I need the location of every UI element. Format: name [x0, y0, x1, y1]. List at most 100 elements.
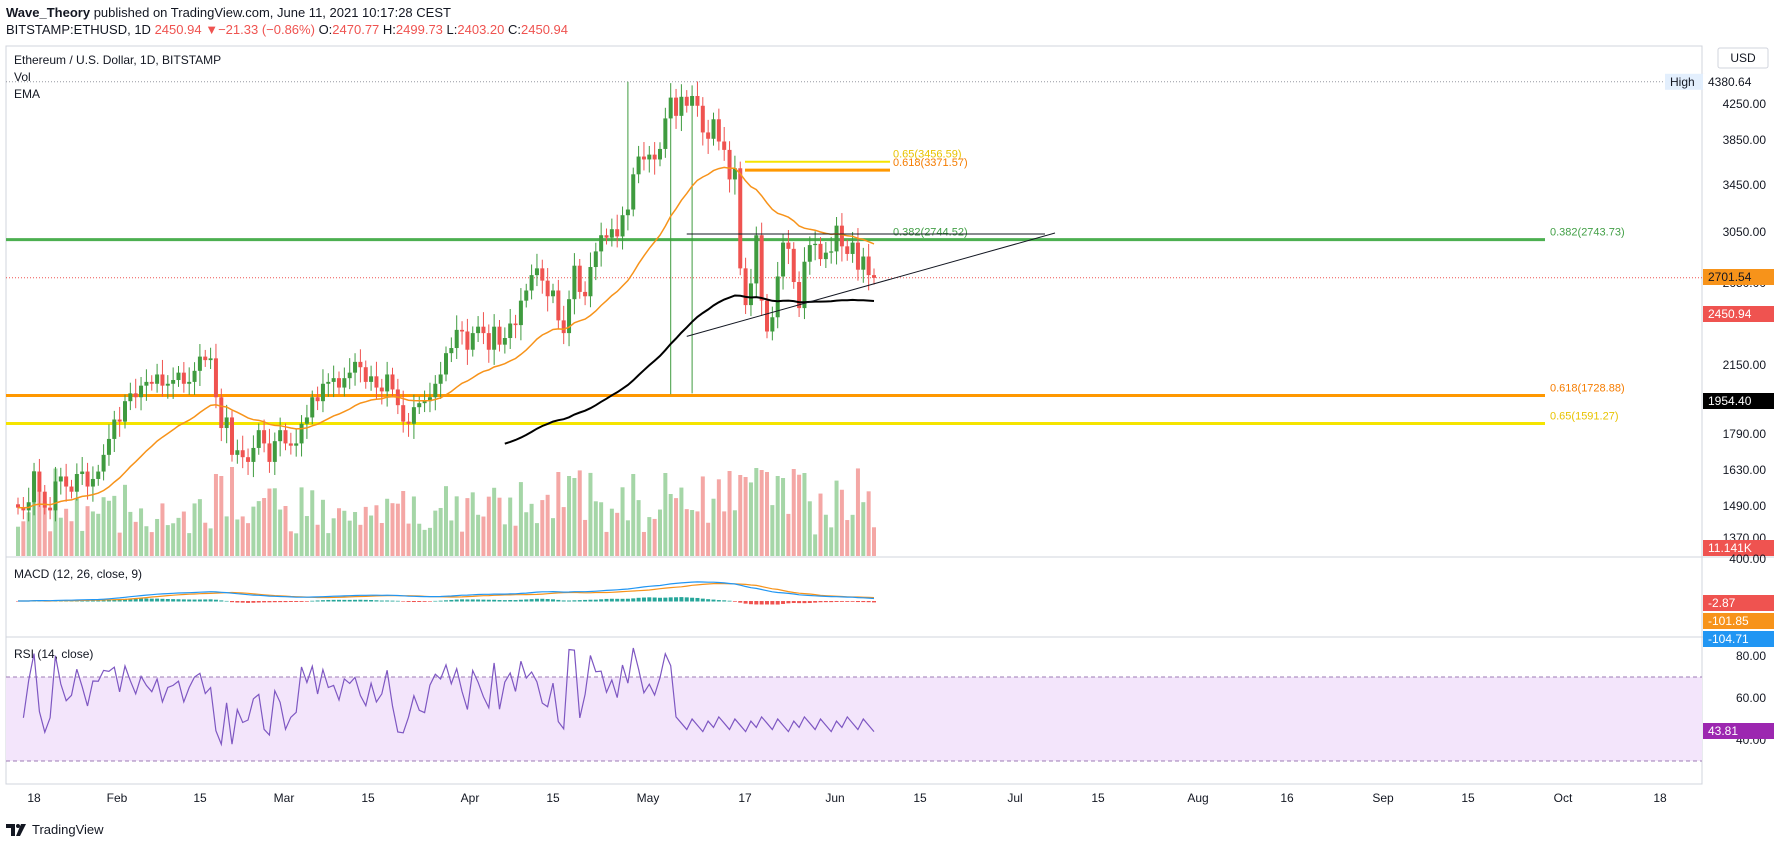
- volume-bar: [486, 496, 491, 556]
- macd-histogram-bar: [213, 599, 218, 602]
- candle-body: [850, 242, 855, 254]
- macd-histogram-bar: [588, 599, 593, 602]
- macd-histogram-bar: [203, 599, 208, 602]
- candle-body: [732, 168, 737, 180]
- high-tag-label: High: [1670, 75, 1695, 89]
- candle-body: [139, 385, 144, 398]
- volume-bar: [481, 516, 486, 556]
- currency-button[interactable]: [1717, 47, 1769, 69]
- volume-bar: [551, 518, 555, 556]
- macd-histogram-bar: [561, 600, 566, 602]
- macd-histogram-bar: [679, 597, 684, 602]
- volume-bar: [176, 517, 181, 556]
- macd-histogram-bar: [240, 601, 245, 603]
- close-value: 2450.94: [521, 22, 569, 37]
- footer-brand[interactable]: TradingView: [32, 822, 104, 837]
- candle-body: [460, 329, 465, 332]
- macd-histogram-bar: [770, 601, 775, 605]
- volume-bar: [658, 509, 662, 556]
- volume-bar: [123, 484, 127, 556]
- volume-bar: [690, 510, 695, 556]
- macd-histogram-bar: [299, 601, 304, 602]
- candle-body: [37, 471, 42, 492]
- candle-body: [133, 393, 138, 398]
- volume-bar: [433, 510, 438, 556]
- candle-body: [502, 338, 507, 345]
- volume-bar: [342, 510, 347, 556]
- candle-body: [58, 476, 63, 482]
- rsi-band-fill: [6, 677, 1702, 761]
- currency-label[interactable]: USD: [1730, 51, 1756, 65]
- volume-bar: [460, 531, 465, 556]
- macd-histogram-bar: [192, 599, 197, 602]
- volume-bar: [518, 482, 523, 556]
- candle-body: [417, 403, 422, 408]
- volume-bar: [534, 523, 539, 556]
- volume-bar: [834, 480, 839, 556]
- macd-histogram-bar: [251, 601, 256, 603]
- volume-bar: [679, 487, 684, 556]
- candlesticks[interactable]: [16, 81, 876, 522]
- volume-bar: [299, 487, 304, 556]
- macd-histogram-bar: [609, 598, 614, 602]
- volume-bar: [219, 476, 224, 556]
- macd-histogram-bar: [663, 597, 668, 602]
- candle-body: [797, 282, 802, 309]
- macd-histogram-bar: [823, 601, 828, 603]
- volume-bar: [663, 473, 668, 556]
- candle-body: [604, 235, 609, 238]
- volume-bar: [738, 475, 743, 556]
- price-axis[interactable]: 4250.003850.003450.003050.002650.002150.…: [1665, 47, 1774, 747]
- candle-body: [401, 405, 406, 422]
- candle-body: [106, 438, 111, 455]
- volume-bar: [513, 525, 518, 556]
- macd-histogram-bar: [171, 599, 176, 602]
- time-axis[interactable]: 18 Feb 15 Mar 15 Apr 15 May 17 Jun 15 Jul 15 Aug 16 Sep…: [27, 791, 1667, 805]
- candle-body: [272, 441, 277, 462]
- macd-histogram-bar: [572, 600, 577, 602]
- candle-body: [861, 256, 866, 270]
- macd-value-tag-bg: [1703, 631, 1774, 647]
- candle-body: [620, 215, 625, 237]
- macd-histogram-bar: [668, 597, 673, 602]
- candle-body: [738, 168, 743, 269]
- volume-bar: [283, 506, 288, 556]
- triangle-pattern[interactable]: [686, 232, 1056, 337]
- price-tick-label: 2150.00: [1723, 358, 1767, 372]
- candle-body: [53, 481, 58, 511]
- candle-body: [197, 356, 202, 371]
- volume-bar: [567, 476, 572, 556]
- macd-histogram-bar: [486, 599, 491, 602]
- triangle-support-line[interactable]: [686, 232, 1056, 337]
- macd-histogram-bar: [358, 599, 363, 602]
- volume-bar: [133, 521, 138, 556]
- macd-histogram-bar: [508, 600, 513, 602]
- publisher-name[interactable]: Wave_Theory: [6, 5, 91, 20]
- candle-body: [320, 383, 325, 402]
- candle-body: [64, 476, 69, 487]
- volume-bar: [861, 502, 866, 556]
- macd-histogram-bar: [791, 601, 796, 604]
- macd-histogram-bar: [839, 601, 844, 602]
- volume-bar: [631, 474, 636, 556]
- volume-bar: [331, 518, 336, 556]
- volume-bar: [454, 496, 459, 556]
- macd-histogram-bar: [155, 598, 160, 602]
- price-tick-label: 1490.00: [1723, 499, 1767, 513]
- macd-histogram-bar: [759, 601, 764, 605]
- high-label: H:: [382, 22, 396, 37]
- volume-bar: [722, 511, 727, 556]
- open-label: O:: [318, 22, 333, 37]
- macd-histogram-bar: [37, 600, 42, 602]
- candle-body: [674, 97, 679, 116]
- macd-signal-tag-bg: [1703, 613, 1774, 629]
- candle-body: [315, 397, 320, 402]
- volume-bar: [358, 524, 363, 556]
- macd-histogram-bar: [567, 600, 572, 602]
- macd-histogram-bar: [96, 600, 101, 602]
- macd-histogram-bar: [465, 599, 470, 602]
- volume-bar: [192, 503, 197, 556]
- macd-histogram-bar: [807, 601, 812, 603]
- candle-body: [583, 291, 588, 297]
